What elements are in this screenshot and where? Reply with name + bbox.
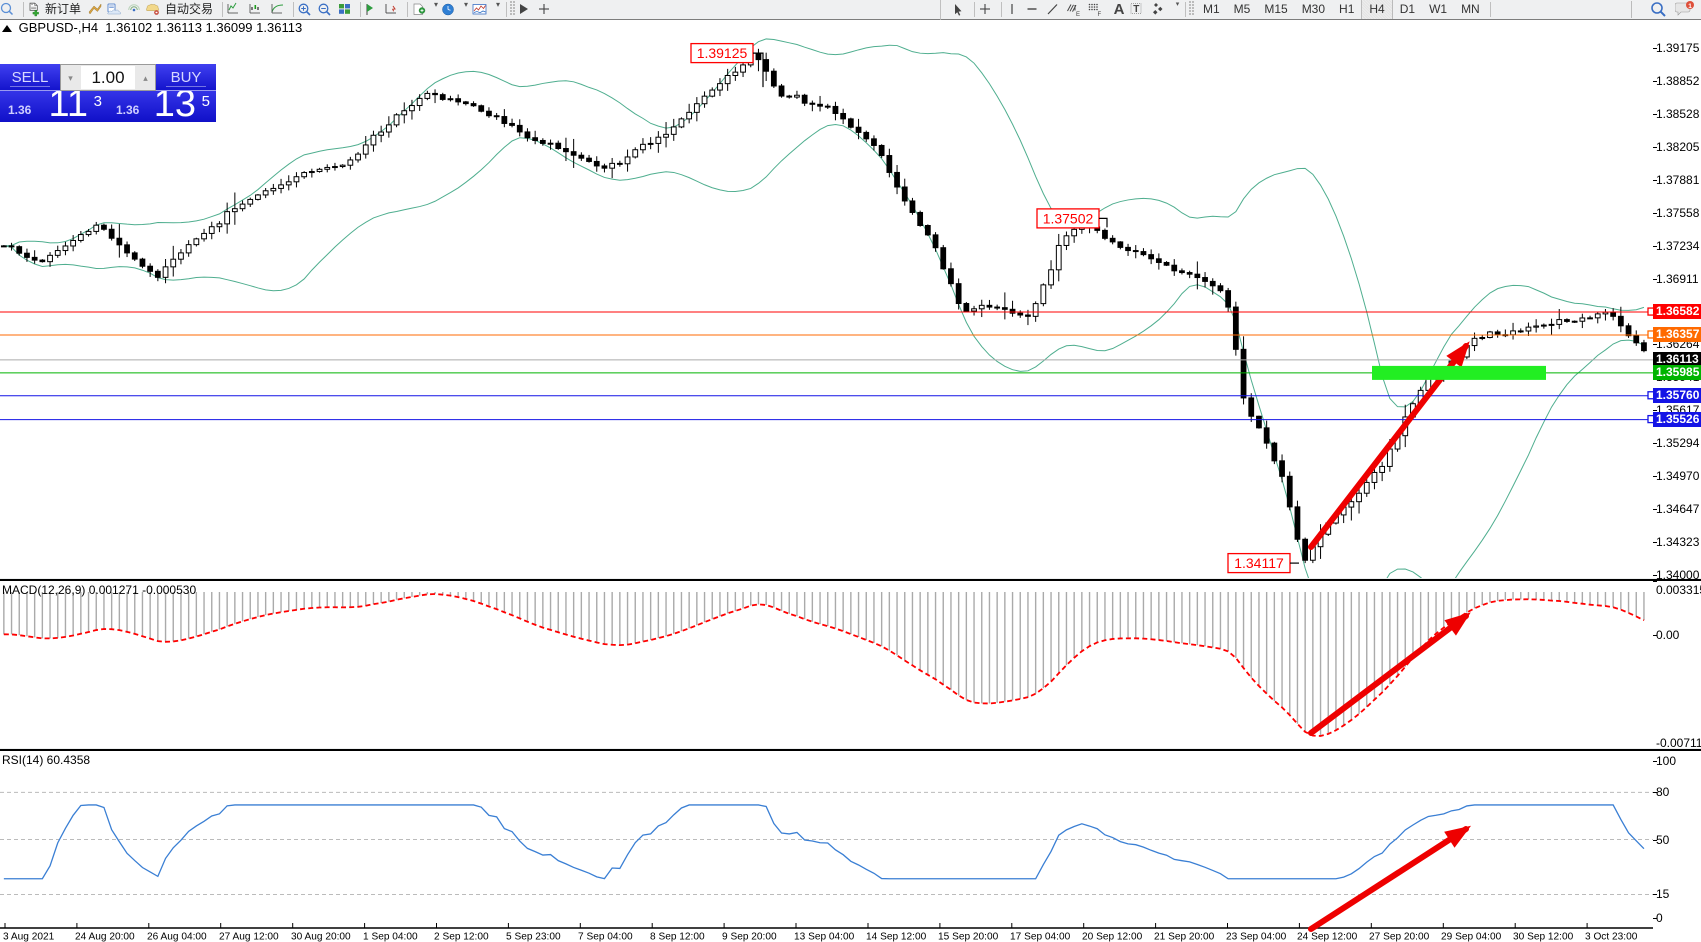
- svg-text:T: T: [1133, 4, 1139, 15]
- svg-text:1.39125: 1.39125: [697, 45, 748, 61]
- svg-text:F: F: [1098, 12, 1102, 18]
- svg-text:1: 1: [1688, 3, 1692, 10]
- svg-text:1.37502: 1.37502: [1043, 210, 1094, 226]
- svg-text:E: E: [1076, 12, 1080, 18]
- svg-text:1.34117: 1.34117: [1234, 555, 1284, 571]
